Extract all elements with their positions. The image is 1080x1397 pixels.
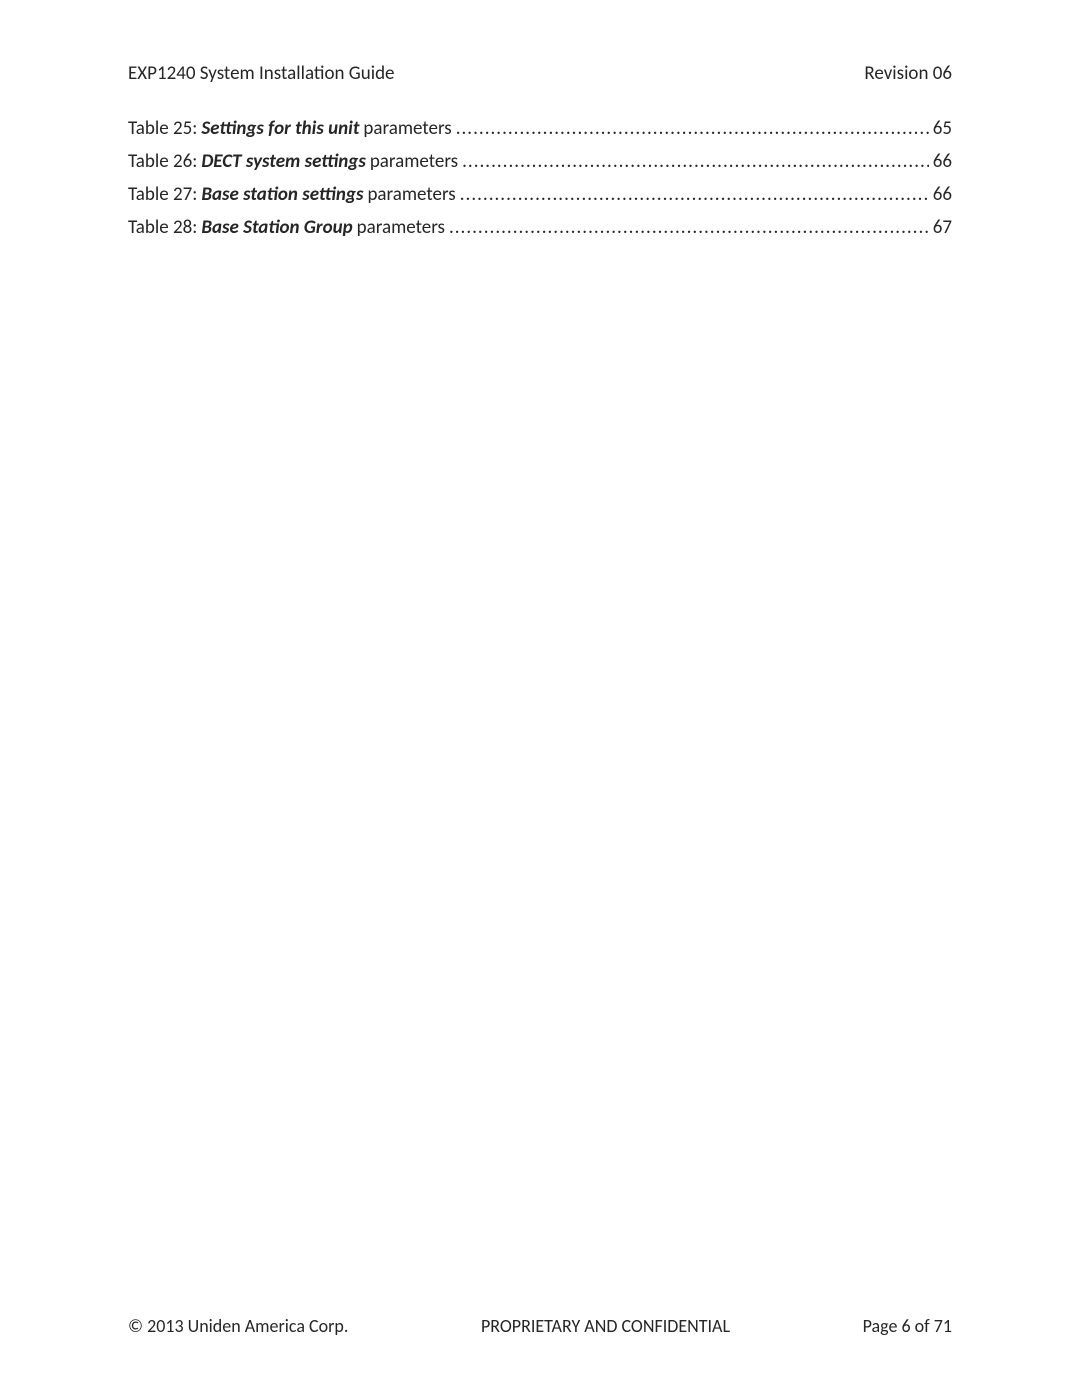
footer-page-number: Page 6 of 71: [863, 1315, 952, 1337]
toc-suffix: parameters: [363, 119, 451, 138]
toc-entry: Table 25: Settings for this unit paramet…: [128, 119, 952, 138]
toc-prefix: Table 28:: [128, 218, 197, 237]
toc-suffix: parameters: [367, 185, 455, 204]
toc-leader: [456, 119, 929, 138]
toc-page-number: 67: [933, 218, 952, 237]
page-footer: © 2013 Uniden America Corp. PROPRIETARY …: [128, 1315, 952, 1337]
toc-prefix: Table 26:: [128, 152, 197, 171]
footer-copyright: © 2013 Uniden America Corp.: [128, 1315, 348, 1337]
page-header: EXP1240 System Installation Guide Revisi…: [128, 62, 952, 85]
footer-confidential: PROPRIETARY AND CONFIDENTIAL: [481, 1315, 730, 1337]
toc-title: Settings for this unit: [201, 119, 359, 138]
header-title: EXP1240 System Installation Guide: [128, 62, 395, 85]
toc-prefix: Table 25:: [128, 119, 197, 138]
toc-page-number: 66: [933, 152, 952, 171]
toc-entry: Table 27: Base station settings paramete…: [128, 185, 952, 204]
toc-prefix: Table 27:: [128, 185, 197, 204]
toc-leader: [460, 185, 929, 204]
toc-page-number: 66: [933, 185, 952, 204]
toc-title: Base Station Group: [201, 218, 352, 237]
document-page: EXP1240 System Installation Guide Revisi…: [0, 0, 1080, 1397]
toc-entry: Table 26: DECT system settings parameter…: [128, 152, 952, 171]
toc-suffix: parameters: [370, 152, 458, 171]
toc-page-number: 65: [933, 119, 952, 138]
toc-title: Base station settings: [201, 185, 363, 204]
toc-leader: [449, 218, 929, 237]
toc-title: DECT system settings: [201, 152, 366, 171]
table-of-tables: Table 25: Settings for this unit paramet…: [128, 119, 952, 237]
header-revision: Revision 06: [864, 62, 952, 85]
toc-leader: [462, 152, 929, 171]
toc-suffix: parameters: [357, 218, 445, 237]
toc-entry: Table 28: Base Station Group parameters …: [128, 218, 952, 237]
